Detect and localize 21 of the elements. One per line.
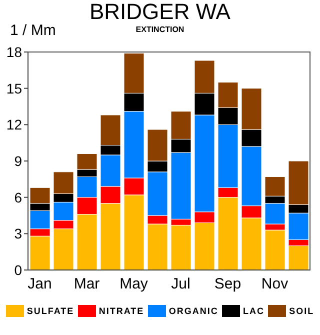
y-tick-label: 9 xyxy=(14,152,22,169)
y-tick-label: 3 xyxy=(14,226,22,242)
y-tick-label: 12 xyxy=(6,116,22,133)
x-tick-label: Nov xyxy=(261,276,289,293)
legend-label: LAC xyxy=(242,306,264,316)
chart-subtitle: EXTINCTION xyxy=(136,25,184,34)
y-tick-label: 18 xyxy=(6,44,22,60)
legend-label: SULFATE xyxy=(26,306,74,316)
legend-label: NITRATE xyxy=(98,306,144,316)
x-tick-label: May xyxy=(120,276,148,293)
y-tick-label: 0 xyxy=(14,262,22,278)
legend-label: ORGANIC xyxy=(168,306,218,316)
y-tick-label: 6 xyxy=(14,189,22,206)
y-axis-title: 1 / Mm xyxy=(10,22,56,39)
x-tick-label: Jul xyxy=(171,276,190,293)
x-tick-label: Sep xyxy=(214,276,242,293)
chart-title: BRIDGER WA xyxy=(90,0,230,24)
legend-label: SOIL xyxy=(289,306,314,316)
y-tick-label: 15 xyxy=(6,80,22,96)
x-tick-label: Mar xyxy=(74,276,100,293)
x-tick-label: Jan xyxy=(28,276,52,293)
